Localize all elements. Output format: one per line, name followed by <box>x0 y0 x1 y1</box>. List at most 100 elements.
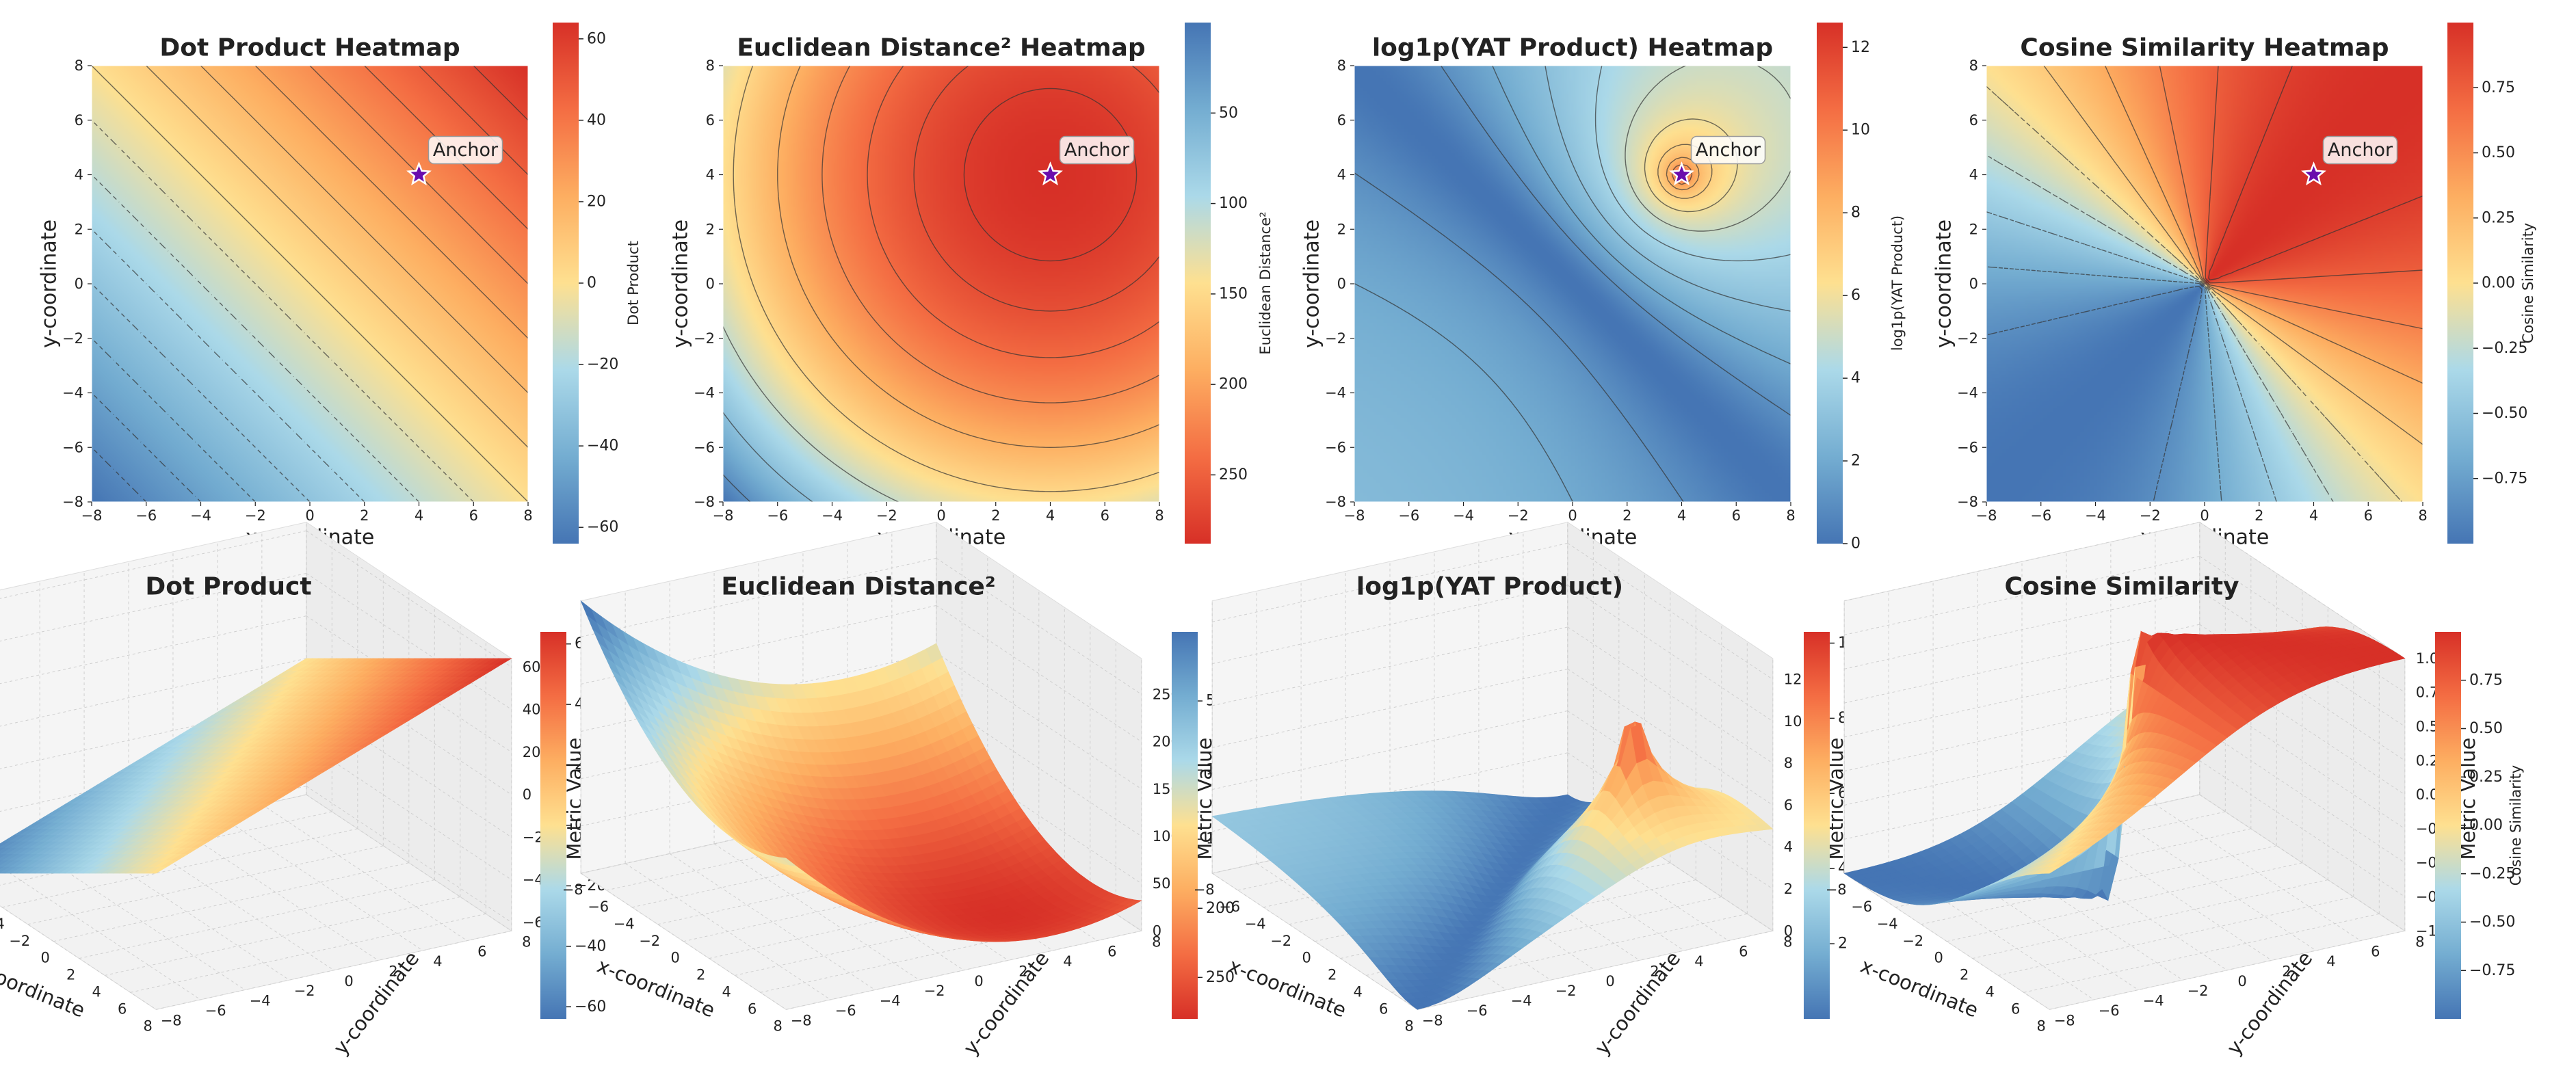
y-tick-label: 4 <box>1694 953 1703 970</box>
contour-line <box>1986 85 2403 502</box>
x-tick-label: −4 <box>0 916 5 932</box>
grid-line <box>53 862 409 942</box>
contour-lines <box>1986 66 2423 502</box>
x-tick-label: −8 <box>562 881 583 898</box>
colorbar-tick-label: 250 <box>1219 466 1248 483</box>
x-tick-label: 6 <box>1101 507 1109 524</box>
colorbar-tick-label: 100 <box>1219 195 1248 212</box>
contour-line <box>254 66 528 339</box>
x-tick-label: 6 <box>1732 507 1741 524</box>
y-tick-label: 0 <box>1969 276 1978 292</box>
grid-line <box>79 879 435 959</box>
anchor-label-box <box>2322 135 2398 165</box>
x-tick-label: −2 <box>9 933 30 949</box>
colorbar-label: Dot Product <box>625 241 642 325</box>
contour-line <box>1625 66 1791 232</box>
x-tick-label: 6 <box>118 1000 127 1017</box>
contour-line <box>200 66 528 393</box>
colorbar-tick-label: −40 <box>575 938 606 955</box>
grid-line <box>27 845 384 925</box>
y-tick-label: 6 <box>1107 944 1116 960</box>
contour-line <box>92 393 201 502</box>
colorbar-tick-label: 0.25 <box>2482 209 2515 226</box>
colorbar <box>2447 23 2473 544</box>
anchor-label-box <box>428 135 503 165</box>
chart-title: Euclidean Distance² Heatmap <box>737 34 1145 62</box>
contour-line <box>1354 66 1791 502</box>
contour-line <box>1986 286 2203 502</box>
colorbar-tick-label: 8 <box>1851 204 1861 222</box>
z-tick-label: 8 <box>1784 755 1793 771</box>
chart-title: log1p(YAT Product) <box>1356 573 1623 601</box>
contour-line <box>2104 66 2423 384</box>
x-tick-label: −8 <box>1344 507 1365 524</box>
z-tick-label: 20 <box>523 744 541 760</box>
y-tick-label: −6 <box>62 439 83 455</box>
colorbar-tick-label: −0.75 <box>2482 470 2527 487</box>
y-tick-label: 2 <box>1969 221 1978 237</box>
y-tick-label: 8 <box>1969 57 1978 74</box>
y-tick-label: −4 <box>880 993 901 1009</box>
x-tick-label: −8 <box>713 507 734 524</box>
x-tick-label: −2 <box>1270 933 1291 949</box>
x-tick-label: 0 <box>671 950 680 966</box>
x-tick-label: 2 <box>1622 507 1631 524</box>
x-tick-label: 8 <box>1405 1018 1414 1034</box>
contour-line <box>1594 66 1791 262</box>
contour-line <box>2205 66 2423 284</box>
x-tick-label: 0 <box>2200 507 2209 524</box>
anchor-star-marker <box>1669 161 1694 186</box>
grid-line <box>786 930 1142 1010</box>
y-tick-label: −8 <box>1422 1012 1443 1028</box>
chart-title: Dot Product <box>145 573 311 601</box>
x-tick-label: −6 <box>588 899 609 915</box>
x-tick-label: −8 <box>81 507 103 524</box>
y-tick-label: −4 <box>250 993 271 1009</box>
x-tick-label: −6 <box>1219 899 1240 915</box>
anchor-label: Anchor <box>2328 139 2393 161</box>
y-tick-label: −8 <box>1957 494 1978 510</box>
y-tick-label: −2 <box>1957 330 1978 347</box>
y-tick-label: 6 <box>1969 112 1978 129</box>
z-tick-label: 12 <box>1784 672 1802 688</box>
anchor-label-box <box>1690 135 1766 165</box>
colorbar <box>1804 632 1830 1019</box>
surface-facet <box>149 866 168 874</box>
surface-mesh <box>0 658 512 874</box>
contour-line <box>92 66 528 502</box>
heatmap-image <box>1354 66 1791 502</box>
y-tick-label: −6 <box>835 1002 856 1019</box>
colorbar <box>1172 632 1198 1019</box>
colorbar <box>1817 23 1843 544</box>
x-tick-label: 2 <box>66 967 75 983</box>
contour-line <box>92 447 147 502</box>
y-tick-label: −2 <box>1555 983 1577 999</box>
colorbar-tick-label: 200 <box>1219 376 1248 393</box>
y-tick-label: 4 <box>1969 167 1978 183</box>
grid-line <box>0 530 306 599</box>
y-tick-label: −4 <box>694 385 715 401</box>
y-tick-label: 2 <box>75 221 83 237</box>
contour-line <box>2043 66 2423 445</box>
contour-line <box>963 88 1138 262</box>
x-tick-label: −2 <box>245 507 266 524</box>
x-tick-label: 2 <box>696 967 705 983</box>
y-tick-label: −6 <box>1957 439 1978 455</box>
y-tick-label: −2 <box>1325 330 1346 347</box>
y-tick-label: 4 <box>1063 953 1072 970</box>
y-tick-label: 4 <box>433 953 442 970</box>
y-tick-label: 4 <box>75 167 83 183</box>
x-tick-label: −4 <box>190 507 211 524</box>
colorbar-tick-label: −40 <box>587 438 618 455</box>
contour-line <box>92 228 365 502</box>
z-tick-label: 0 <box>1784 922 1793 939</box>
colorbar-tick-label: −0.25 <box>2482 340 2527 357</box>
y-tick-label: 8 <box>706 57 715 74</box>
y-tick-label: 2 <box>1337 221 1346 237</box>
contour-lines <box>1354 66 1791 502</box>
colorbar-tick-label: 4 <box>1851 370 1861 387</box>
heatmap-image <box>723 66 1159 502</box>
contour-line <box>92 120 474 502</box>
z-tick-label: 4 <box>1784 839 1793 855</box>
